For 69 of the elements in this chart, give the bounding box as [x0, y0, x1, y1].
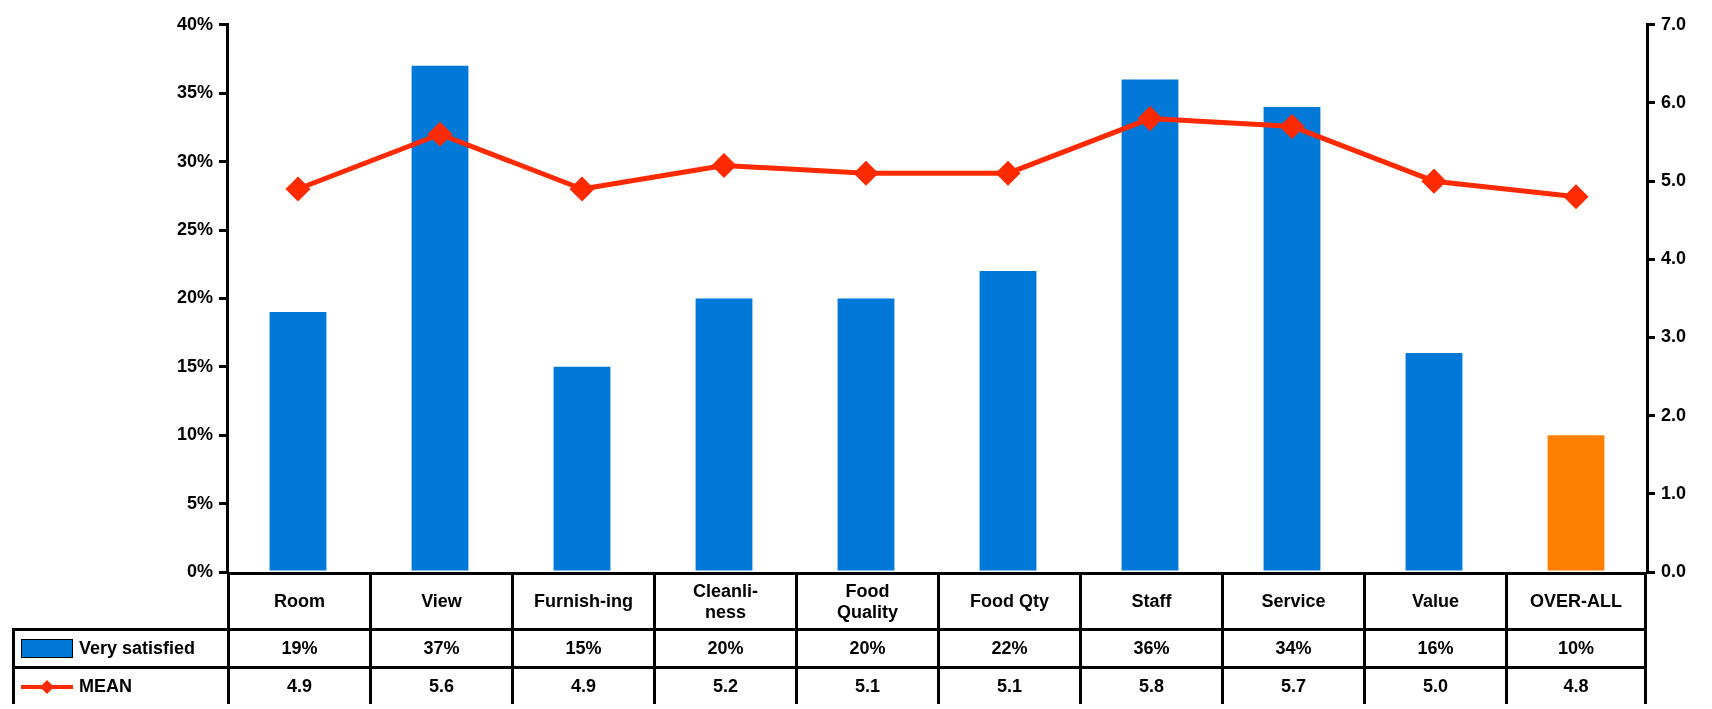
data-label: 36% — [1133, 638, 1170, 659]
y-tick-label: 15% — [176, 355, 213, 376]
bar — [695, 298, 753, 571]
point — [1138, 107, 1162, 131]
y-tick-label: 35% — [176, 82, 213, 103]
x-tick-label: Food Qty — [970, 591, 1049, 612]
bar — [1547, 435, 1605, 571]
bar — [1121, 79, 1179, 571]
x-tick-label: View — [421, 591, 462, 612]
data-label: 20% — [849, 638, 886, 659]
data-label: 5.6 — [428, 676, 455, 697]
y-tick-label: 20% — [176, 287, 213, 308]
y-tick-label: 40% — [176, 13, 213, 34]
y2-tick-label: 3.0 — [1661, 326, 1687, 347]
data-label: 5.0 — [1422, 676, 1449, 697]
y2-tick-label: 0.0 — [1661, 560, 1687, 581]
data-label: 19% — [281, 638, 318, 659]
point — [1280, 114, 1304, 138]
x-tick-label: Room — [274, 591, 325, 612]
data-label: 4.8 — [1563, 676, 1589, 697]
x-tick-label: Staff — [1131, 591, 1172, 612]
data-label: 4.9 — [570, 676, 597, 697]
data-label: 15% — [565, 638, 602, 659]
bar — [1405, 353, 1463, 571]
y2-tick-label: 6.0 — [1661, 91, 1687, 112]
y-tick-label: 25% — [176, 218, 213, 239]
data-label: 5.1 — [854, 676, 881, 697]
x-tick-label: Furnish-ing — [534, 591, 633, 612]
x-tick-label: Value — [1411, 591, 1460, 612]
x-tick-label: Cleanli- ness — [692, 580, 758, 623]
data-label: 34% — [1275, 638, 1312, 659]
point — [428, 122, 452, 146]
y2-tick-label: 4.0 — [1661, 248, 1687, 269]
data-label: 10% — [1557, 638, 1595, 659]
y2-tick-label: 2.0 — [1661, 404, 1687, 425]
data-label: 4.9 — [286, 676, 313, 697]
bar — [411, 65, 469, 571]
bar — [979, 271, 1037, 571]
point — [1564, 185, 1588, 209]
y-tick-label: 30% — [176, 150, 213, 171]
y-tick-label: 10% — [176, 424, 213, 445]
x-tick-label: Service — [1261, 591, 1326, 612]
point — [1422, 169, 1446, 193]
data-label: 37% — [423, 638, 460, 659]
bar — [553, 366, 611, 571]
point — [286, 177, 310, 201]
x-tick-label: Food Quality — [836, 580, 898, 623]
data-label: 20% — [707, 638, 744, 659]
y2-tick-label: 1.0 — [1661, 482, 1687, 503]
data-label: 5.2 — [712, 676, 739, 697]
x-tick-label: OVER-ALL — [1530, 591, 1622, 612]
legend-label: Very satisfied — [79, 638, 196, 659]
y-tick-label: 5% — [186, 492, 213, 513]
bar — [269, 312, 327, 571]
point — [712, 154, 736, 178]
point — [570, 177, 594, 201]
bar — [837, 298, 895, 571]
legend-label: MEAN — [79, 676, 132, 697]
bar — [1263, 106, 1321, 571]
y2-tick-label: 5.0 — [1661, 170, 1687, 191]
data-label: 5.1 — [996, 676, 1023, 697]
data-label: 22% — [991, 638, 1028, 659]
y2-tick-label: 7.0 — [1661, 13, 1687, 34]
data-label: 5.8 — [1138, 676, 1165, 697]
point — [996, 161, 1020, 185]
point — [854, 161, 878, 185]
y-tick-label: 0% — [186, 560, 213, 581]
data-label: 16% — [1417, 638, 1454, 659]
data-label: 5.7 — [1280, 676, 1307, 697]
